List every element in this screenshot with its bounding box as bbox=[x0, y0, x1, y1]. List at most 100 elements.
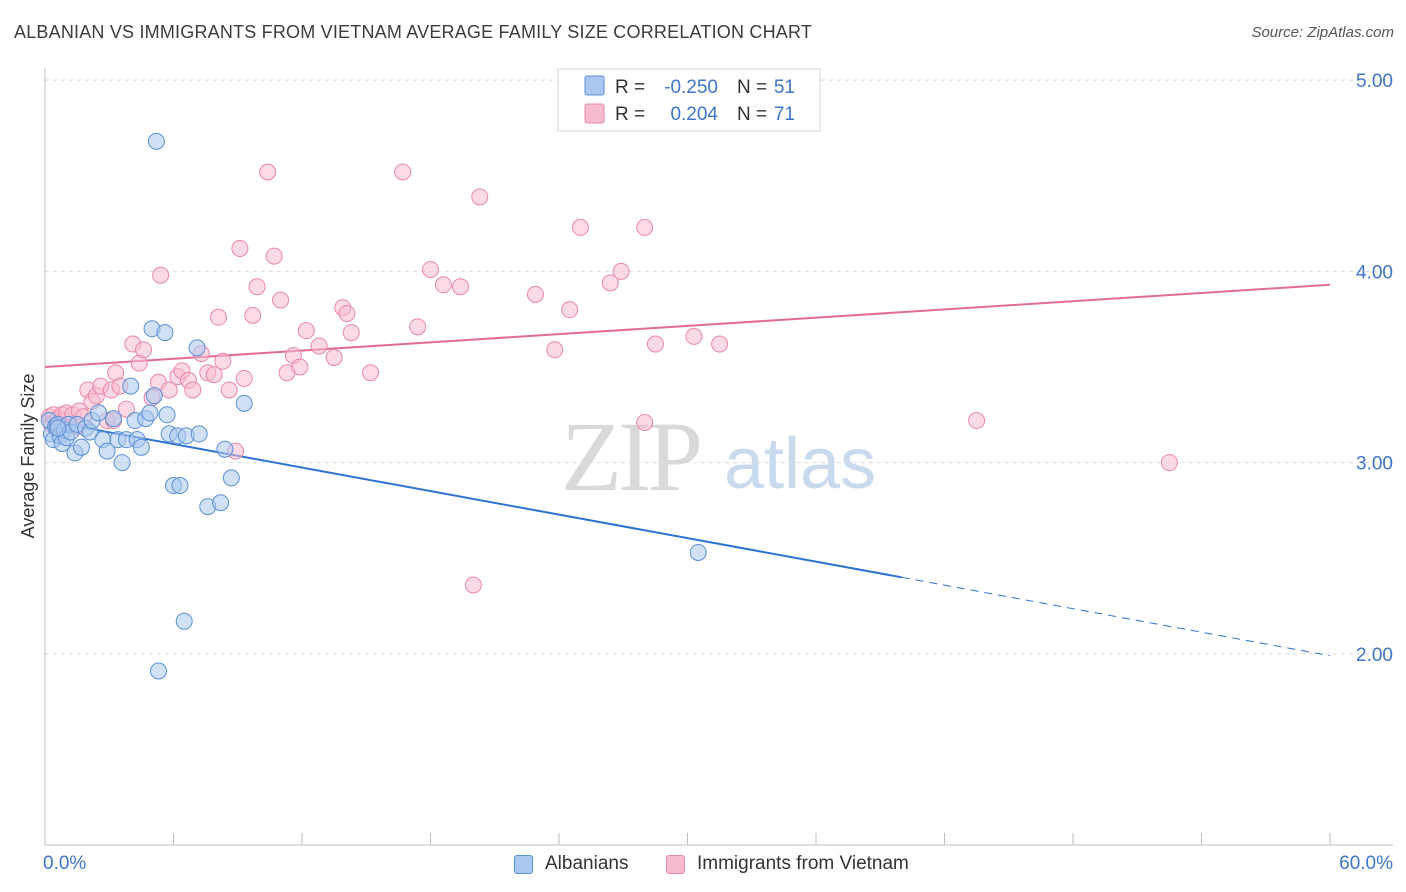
point-albanians-40 bbox=[188, 339, 206, 357]
axes bbox=[44, 68, 1393, 846]
point-albanians-33 bbox=[156, 324, 174, 342]
point-albanians-19 bbox=[98, 442, 116, 460]
point-albanians-43 bbox=[212, 494, 230, 512]
y-tick-label-1: 3.00 bbox=[1356, 454, 1393, 475]
series-albanians-points bbox=[40, 132, 707, 680]
point-vietnam-43 bbox=[244, 306, 262, 324]
point-vietnam-41 bbox=[231, 239, 249, 257]
point-albanians-34 bbox=[158, 406, 176, 424]
trend-lines bbox=[44, 283, 1331, 657]
point-vietnam-53 bbox=[325, 348, 343, 366]
point-vietnam-51 bbox=[297, 322, 315, 340]
point-vietnam-66 bbox=[546, 341, 564, 359]
point-vietnam-45 bbox=[259, 163, 277, 181]
point-albanians-41 bbox=[190, 425, 208, 443]
point-vietnam-58 bbox=[394, 163, 412, 181]
point-vietnam-69 bbox=[601, 274, 619, 292]
point-vietnam-38 bbox=[214, 352, 232, 370]
legend-n-label-albanians: N = bbox=[737, 77, 767, 98]
legend-swatch-vietnam bbox=[584, 103, 605, 124]
point-vietnam-74 bbox=[685, 327, 703, 345]
point-vietnam-42 bbox=[235, 369, 253, 387]
point-vietnam-56 bbox=[342, 324, 360, 342]
y-tick-label-3: 5.00 bbox=[1356, 71, 1393, 92]
point-albanians-29 bbox=[141, 404, 159, 422]
point-vietnam-72 bbox=[636, 413, 654, 431]
point-vietnam-46 bbox=[265, 247, 283, 265]
point-vietnam-59 bbox=[409, 318, 427, 336]
legend-r-label-albanians: R = bbox=[615, 77, 645, 98]
bottom-legend-item-vietnam: Immigrants from Vietnam bbox=[666, 850, 909, 878]
point-albanians-32 bbox=[147, 132, 165, 150]
point-albanians-23 bbox=[113, 454, 131, 472]
point-vietnam-71 bbox=[636, 218, 654, 236]
point-vietnam-60 bbox=[422, 260, 439, 278]
point-albanians-17 bbox=[90, 404, 108, 422]
legend-n-label-vietnam: N = bbox=[737, 104, 767, 125]
y-tick-labels: 2.00 3.00 4.00 5.00 bbox=[1356, 71, 1393, 666]
point-albanians-27 bbox=[132, 438, 150, 456]
watermark-zip: ZIP bbox=[561, 401, 699, 512]
source-label: Source: ZipAtlas.com bbox=[1251, 24, 1394, 41]
point-albanians-48 bbox=[150, 662, 168, 680]
point-albanians-47 bbox=[175, 612, 193, 630]
point-vietnam-73 bbox=[646, 335, 664, 353]
bottom-legend-label-vietnam: Immigrants from Vietnam bbox=[697, 853, 909, 874]
point-vietnam-52 bbox=[310, 337, 328, 355]
bottom-legend-swatch-albanians bbox=[514, 854, 533, 874]
point-albanians-37 bbox=[171, 477, 189, 495]
point-vietnam-50 bbox=[291, 358, 309, 376]
bottom-legend-item-albanians: Albanians bbox=[514, 850, 628, 878]
bottom-legend: Albanians Immigrants from Vietnam bbox=[0, 850, 1406, 878]
y-tick-label-2: 4.00 bbox=[1356, 262, 1393, 283]
y-tick-label-0: 2.00 bbox=[1356, 645, 1393, 666]
point-vietnam-22 bbox=[117, 400, 135, 418]
x-tick-label-max: 60.0% bbox=[1339, 853, 1393, 874]
point-vietnam-47 bbox=[272, 291, 290, 309]
point-albanians-44 bbox=[216, 440, 234, 458]
x-tick-labels: 0.0% 60.0% bbox=[43, 853, 1393, 874]
legend-n-value-vietnam: 71 bbox=[774, 104, 795, 125]
point-vietnam-64 bbox=[471, 188, 489, 206]
point-albanians-50 bbox=[49, 419, 67, 437]
point-albanians-31 bbox=[145, 387, 163, 405]
y-axis-label: Average Family Size bbox=[18, 374, 38, 539]
trend-line-albanians-extrapolated bbox=[901, 576, 1331, 657]
x-tick-label-min: 0.0% bbox=[43, 853, 86, 874]
point-vietnam-67 bbox=[561, 301, 579, 319]
point-vietnam-29 bbox=[160, 381, 178, 399]
point-vietnam-68 bbox=[571, 218, 589, 236]
legend-box: R = -0.250 N = 51 R = 0.204 N = 71 bbox=[557, 68, 821, 132]
point-albanians-49 bbox=[689, 543, 707, 561]
grid-lines bbox=[45, 79, 1393, 655]
point-albanians-13 bbox=[72, 438, 90, 456]
series-vietnam-points bbox=[40, 163, 1178, 594]
point-vietnam-65 bbox=[526, 285, 544, 303]
point-vietnam-44 bbox=[248, 278, 266, 296]
point-vietnam-77 bbox=[1160, 454, 1178, 472]
point-vietnam-76 bbox=[968, 412, 986, 430]
point-vietnam-63 bbox=[464, 576, 482, 594]
point-vietnam-36 bbox=[205, 366, 223, 384]
point-vietnam-55 bbox=[338, 304, 356, 322]
point-albanians-20 bbox=[105, 410, 123, 428]
point-vietnam-39 bbox=[220, 381, 238, 399]
legend-swatch-albanians bbox=[584, 75, 605, 96]
point-vietnam-28 bbox=[152, 266, 170, 284]
point-albanians-24 bbox=[122, 377, 140, 395]
bottom-legend-swatch-vietnam bbox=[666, 854, 685, 874]
point-vietnam-37 bbox=[209, 308, 227, 326]
point-albanians-46 bbox=[235, 394, 253, 412]
trend-line-albanians bbox=[44, 419, 902, 579]
point-vietnam-61 bbox=[434, 276, 452, 294]
watermark-atlas: atlas bbox=[724, 424, 876, 504]
chart-title: ALBANIAN VS IMMIGRANTS FROM VIETNAM AVER… bbox=[14, 22, 813, 42]
legend-r-value-albanians: -0.250 bbox=[664, 77, 718, 98]
point-vietnam-62 bbox=[451, 278, 469, 296]
point-vietnam-75 bbox=[711, 335, 729, 353]
trend-line-vietnam bbox=[44, 283, 1331, 368]
legend-n-value-albanians: 51 bbox=[774, 77, 795, 98]
point-albanians-45 bbox=[222, 469, 240, 487]
point-vietnam-33 bbox=[184, 381, 202, 399]
